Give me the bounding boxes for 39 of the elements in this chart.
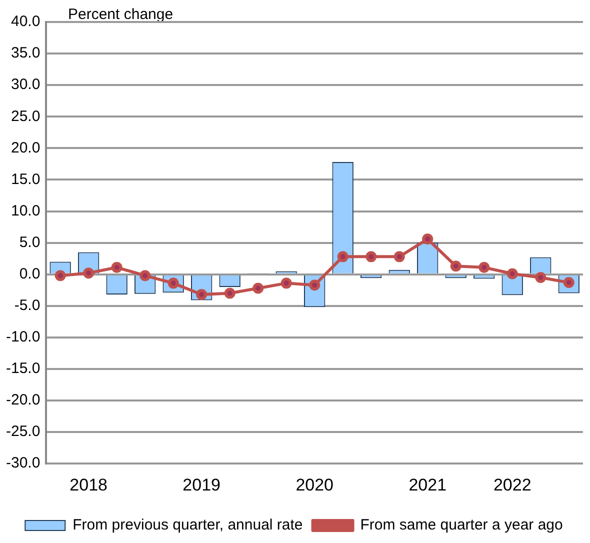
point — [422, 234, 434, 245]
point — [535, 272, 546, 283]
y-tick-label: 20.0 — [10, 139, 40, 156]
point — [280, 278, 292, 289]
point — [394, 251, 405, 262]
y-tick-label: 40.0 — [10, 13, 40, 30]
point — [366, 251, 377, 262]
x-tick-label: 2018 — [70, 475, 108, 494]
x-tick-label: 2020 — [296, 475, 334, 494]
point — [196, 289, 208, 300]
y-tick-label: -15.0 — [6, 360, 40, 378]
y-tick-label: -30.0 — [6, 454, 40, 472]
y-tick-label: 0.0 — [19, 265, 40, 282]
point — [478, 262, 490, 273]
point — [54, 270, 66, 282]
point — [252, 282, 264, 294]
y-tick-label: 35.0 — [10, 44, 40, 62]
point — [83, 268, 94, 279]
y-tick-label: 15.0 — [10, 170, 40, 188]
point — [140, 270, 151, 282]
y-tick-label: 5.0 — [19, 234, 40, 251]
point — [111, 262, 122, 273]
y-tick-label: 10.0 — [10, 202, 40, 220]
point — [337, 251, 348, 262]
point — [224, 288, 236, 299]
y-tick-label: 25.0 — [10, 108, 40, 125]
x-tick-label: 2019 — [182, 475, 220, 494]
y-axis-title: Percent change — [68, 6, 174, 23]
y-tick-label: 30.0 — [10, 76, 40, 94]
y-tick-label: -10.0 — [6, 328, 40, 346]
y-tick-label: -5.0 — [14, 297, 40, 314]
point — [506, 268, 518, 280]
legend-label: From previous quarter, annual rate — [72, 516, 303, 534]
legend-label: From same quarter a year ago — [360, 516, 563, 534]
y-tick-label: -20.0 — [6, 392, 40, 409]
y-tick-label: -25.0 — [6, 423, 40, 440]
x-tick-label: 2021 — [408, 475, 447, 494]
x-tick-label: 2022 — [493, 475, 532, 494]
point — [450, 260, 462, 272]
